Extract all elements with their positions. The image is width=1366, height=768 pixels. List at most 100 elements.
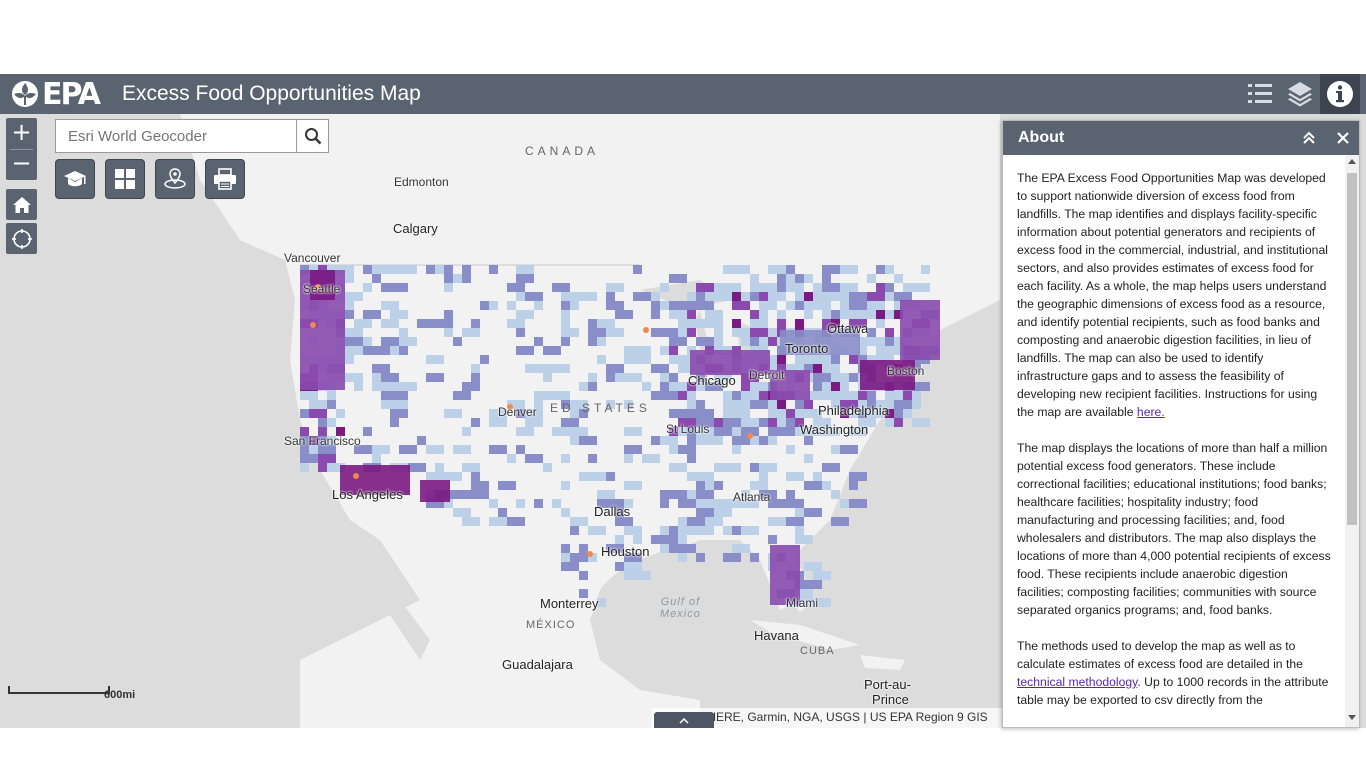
county-block	[588, 373, 597, 382]
county-block	[732, 499, 750, 508]
county-block	[642, 454, 660, 463]
county-block	[876, 346, 894, 355]
county-block	[687, 454, 696, 463]
county-block	[444, 319, 453, 328]
county-block	[516, 499, 525, 508]
county-block	[768, 418, 777, 427]
county-block	[696, 436, 705, 445]
county-block	[444, 274, 453, 283]
county-block	[813, 382, 822, 391]
county-block	[624, 499, 633, 508]
county-block	[759, 283, 768, 292]
county-block	[444, 328, 453, 337]
search-input[interactable]	[56, 120, 296, 152]
city-label: Port-au- Prince	[864, 677, 911, 707]
county-block	[867, 391, 876, 400]
about-button[interactable]	[1320, 74, 1360, 114]
county-block	[489, 265, 498, 274]
county-block	[768, 409, 777, 418]
county-block	[768, 517, 777, 526]
county-block	[714, 427, 723, 436]
county-block	[714, 310, 723, 319]
county-block	[471, 364, 480, 373]
county-block	[804, 292, 813, 301]
county-block	[372, 364, 390, 373]
county-block	[318, 454, 336, 463]
layers-button[interactable]	[1280, 74, 1320, 114]
legend-button[interactable]	[1240, 74, 1280, 114]
city-label: Guadalajara	[502, 657, 573, 672]
collapse-panel-button[interactable]	[1299, 128, 1319, 148]
zoom-in-button[interactable]: +	[11, 118, 32, 146]
county-block	[498, 517, 507, 526]
county-block	[840, 391, 858, 400]
county-block	[903, 400, 912, 409]
county-block	[876, 283, 885, 292]
county-block	[606, 364, 624, 373]
city-label: St Louis	[666, 422, 710, 436]
county-block	[768, 535, 777, 544]
county-block	[714, 373, 732, 382]
county-block	[354, 292, 363, 301]
locate-address-button[interactable]	[155, 159, 195, 199]
county-block	[849, 481, 858, 490]
county-block	[804, 454, 813, 463]
county-block	[705, 283, 714, 292]
county-block	[687, 418, 696, 427]
county-block	[795, 526, 804, 535]
county-block	[894, 274, 903, 283]
about-panel-body: The EPA Excess Food Opportunities Map wa…	[1003, 155, 1345, 727]
county-block	[462, 427, 471, 436]
map-attribution: Esri, HERE, Garmin, NGA, USGS | US EPA R…	[652, 708, 1002, 728]
printer-icon	[214, 168, 236, 190]
county-block	[723, 418, 741, 427]
county-block	[660, 535, 678, 544]
county-block	[651, 292, 660, 301]
panel-scrollbar[interactable]	[1345, 155, 1359, 727]
county-block	[471, 373, 480, 382]
county-block	[804, 364, 813, 373]
county-block	[534, 400, 543, 409]
scroll-down-arrow[interactable]	[1348, 715, 1356, 720]
county-block	[903, 391, 912, 400]
zoom-out-button[interactable]: −	[11, 149, 32, 177]
county-block	[732, 301, 750, 310]
label-gulf-line2: Mexico	[660, 608, 701, 620]
attribution-toggle[interactable]	[654, 712, 714, 728]
basemap-gallery-button[interactable]	[105, 159, 145, 199]
home-button[interactable]	[6, 189, 37, 220]
county-block	[849, 310, 858, 319]
county-block	[696, 553, 705, 562]
county-block	[687, 436, 696, 445]
county-block	[462, 517, 480, 526]
county-block	[624, 571, 633, 580]
county-block	[786, 283, 795, 292]
county-block	[777, 418, 786, 427]
county-block	[408, 463, 426, 472]
county-block	[354, 319, 372, 328]
county-block	[390, 310, 408, 319]
methodology-link[interactable]: technical methodology	[1017, 675, 1138, 689]
label-gulf: Gulf of Mexico	[660, 596, 701, 620]
county-block	[561, 337, 570, 346]
county-block	[354, 382, 363, 391]
county-block	[822, 274, 831, 283]
search-button[interactable]	[296, 120, 329, 152]
county-block	[435, 472, 453, 481]
epa-logo-text: EPA	[42, 76, 101, 112]
county-block	[570, 292, 588, 301]
my-location-button[interactable]	[6, 223, 37, 254]
instructions-link[interactable]: here.	[1136, 405, 1165, 419]
county-block	[516, 427, 534, 436]
county-block	[687, 517, 705, 526]
print-button[interactable]	[205, 159, 245, 199]
county-block	[579, 409, 588, 418]
scroll-up-arrow[interactable]	[1348, 159, 1356, 164]
county-block	[678, 301, 696, 310]
close-panel-button[interactable]	[1333, 128, 1353, 148]
county-block	[786, 409, 795, 418]
county-block	[741, 391, 750, 400]
county-block	[777, 364, 786, 373]
scroll-thumb[interactable]	[1347, 173, 1357, 525]
tutorial-button[interactable]	[55, 159, 95, 199]
